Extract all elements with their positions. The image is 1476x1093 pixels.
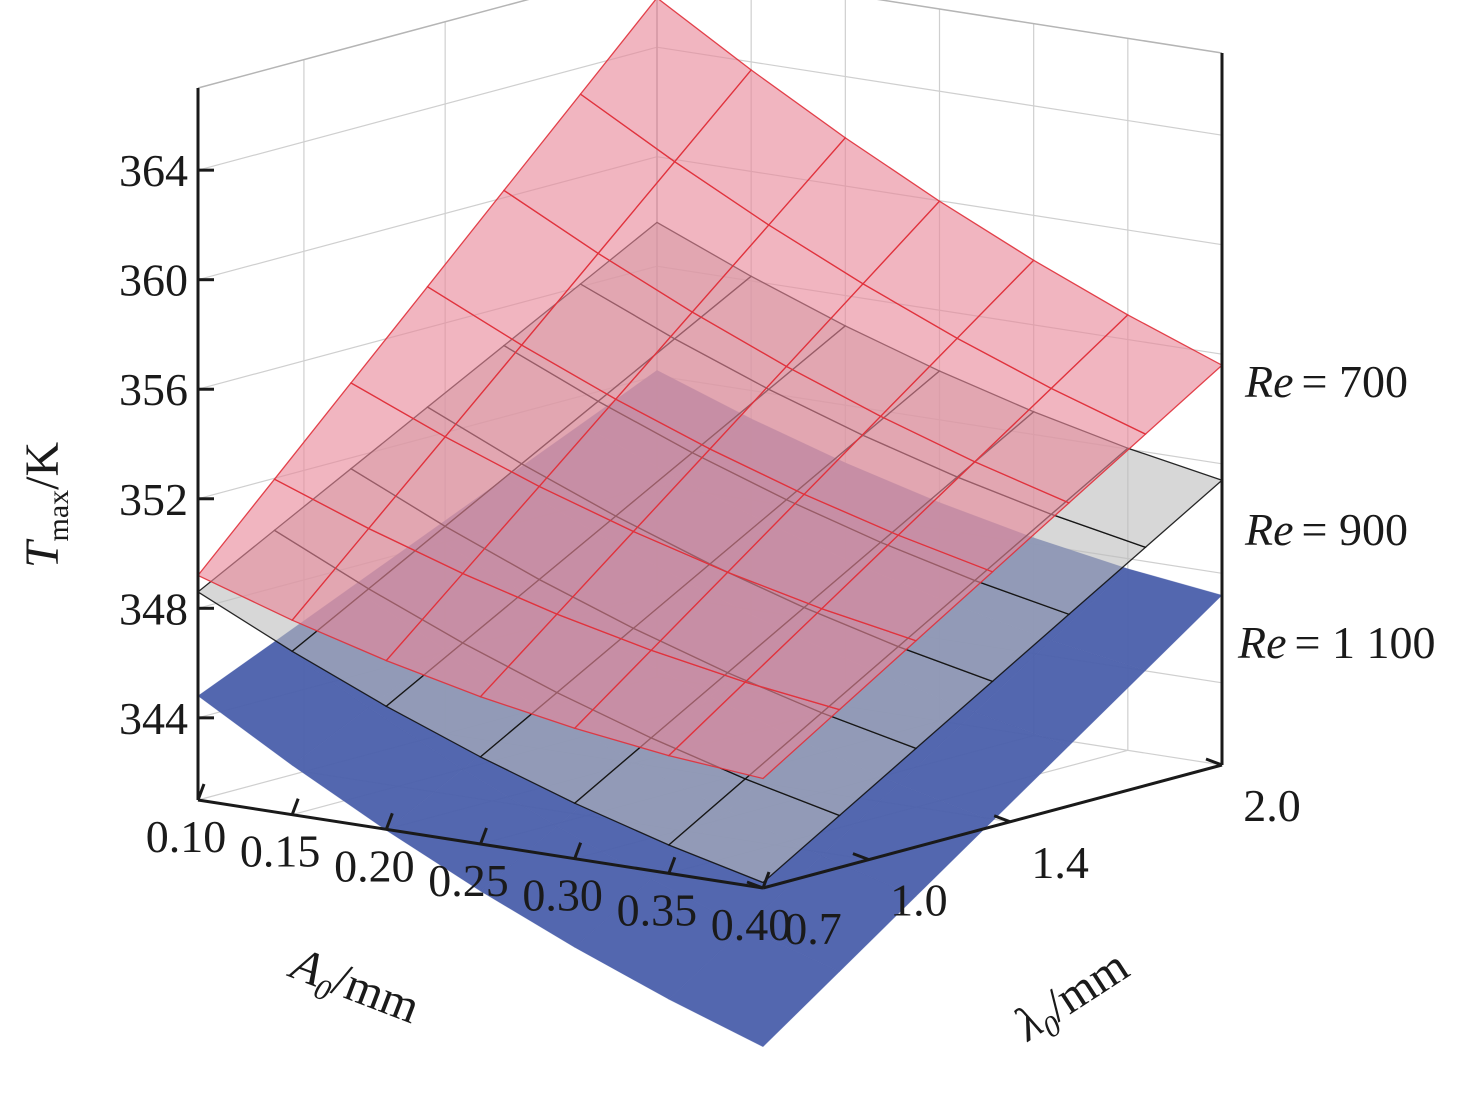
y-tick-label: 1.4 <box>1031 837 1089 888</box>
y-axis-title: λ0/mm <box>1004 939 1142 1057</box>
x-tick-label: 0.35 <box>617 884 698 935</box>
z-tick-label: 352 <box>119 474 188 525</box>
z-axis-title: Tmax/K <box>16 441 75 568</box>
y-tick-label: 1.0 <box>890 875 948 926</box>
y-tick-mark <box>1205 757 1223 767</box>
x-tick-mark <box>290 798 300 816</box>
x-tick-mark <box>384 812 394 830</box>
x-tick-label: 0.20 <box>334 840 415 891</box>
y-axis-line <box>762 763 1223 890</box>
x-tick-label: 0.15 <box>240 826 321 877</box>
x-tick-label: 0.40 <box>711 899 792 950</box>
x-tick-mark <box>573 842 583 860</box>
y-tick-mark <box>746 880 764 890</box>
tick-labels: 364 360 356 352 348 344 0.10 0.15 0.20 0.25 0.30 0.… <box>119 145 1301 954</box>
y-tick-mark <box>993 814 1011 824</box>
x-tick-mark <box>196 783 206 801</box>
x-tick-label: 0.25 <box>428 855 509 906</box>
y-tick-mark <box>852 852 870 862</box>
x-tick-mark <box>761 871 771 889</box>
x-axis-title: A0/mm <box>279 936 426 1040</box>
z-tick-label: 356 <box>119 364 188 415</box>
series-label-re-1100: Re = 1 100 <box>1237 617 1435 668</box>
z-tick-label: 364 <box>119 145 188 196</box>
z-tick-label: 360 <box>119 255 188 306</box>
z-tick-label: 344 <box>119 693 188 744</box>
x-tick-label: 0.10 <box>146 811 227 862</box>
series-label-re-900: Re = 900 <box>1244 504 1408 555</box>
x-tick-mark <box>667 856 677 874</box>
x-tick-label: 0.30 <box>522 870 603 921</box>
series-label-re-700: Re = 700 <box>1244 356 1408 407</box>
surface-layer <box>196 0 1224 1048</box>
x-tick-mark <box>479 827 488 845</box>
z-tick-label: 348 <box>119 583 188 634</box>
wall-top-edge <box>197 0 1223 89</box>
y-tick-label: 0.7 <box>784 903 842 954</box>
y-tick-label: 2.0 <box>1243 780 1301 831</box>
surface-re-series-0 <box>196 0 1224 780</box>
